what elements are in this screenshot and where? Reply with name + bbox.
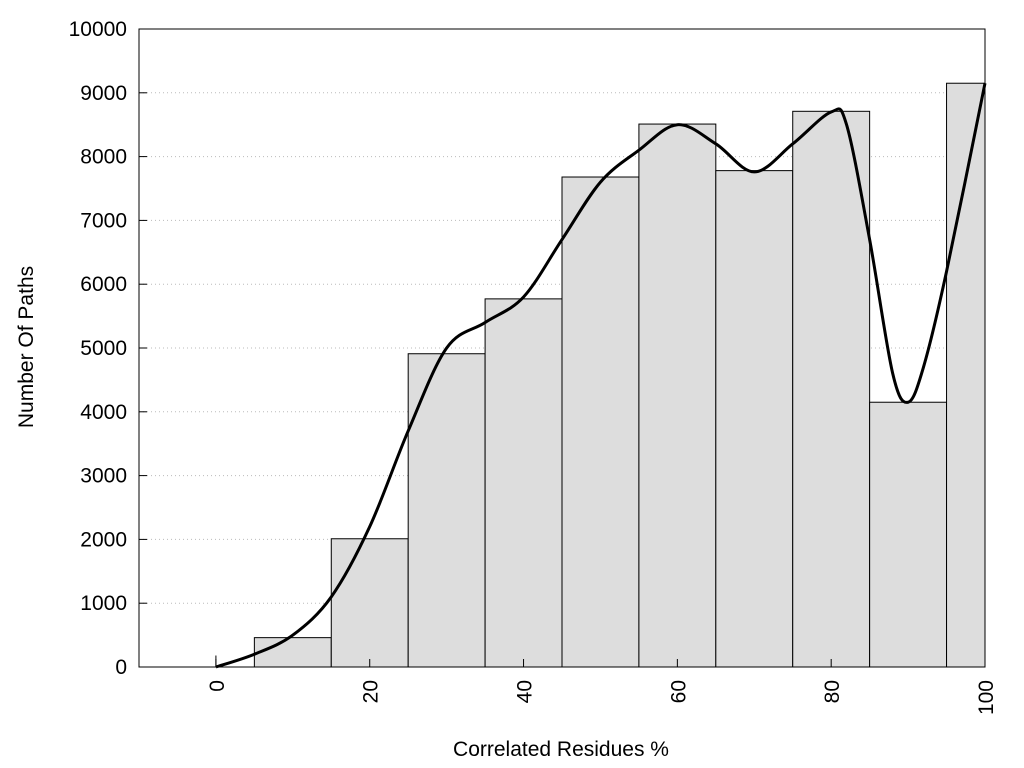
x-tick-label: 0: [206, 680, 229, 692]
x-tick-label: 40: [514, 680, 537, 703]
y-tick-label: 2000: [80, 528, 127, 551]
y-tick-label: 8000: [80, 146, 127, 169]
x-tick-label: 80: [821, 680, 844, 703]
y-tick-label: 3000: [80, 465, 127, 488]
y-tick-label: 5000: [80, 337, 127, 360]
histogram-bar: [715, 170, 794, 668]
histogram-bar: [561, 176, 640, 668]
histogram-bar: [330, 538, 409, 668]
x-tick-label: 100: [975, 680, 998, 715]
y-tick-label: 1000: [80, 592, 127, 615]
histogram-bar: [869, 401, 948, 668]
histogram-bar: [253, 637, 332, 668]
y-axis-ticks: 0 1000 2000 3000 4000 5000 6000 7000 8000 9000 100…: [69, 18, 147, 679]
y-tick-label: 0: [115, 656, 127, 679]
x-axis-label: Correlated Residues %: [453, 738, 669, 761]
x-tick-label: 20: [360, 680, 383, 703]
y-tick-label: 9000: [80, 82, 127, 105]
y-axis-label: Number Of Paths: [15, 266, 38, 428]
x-tick-label: 60: [667, 680, 690, 703]
y-tick-label: 7000: [80, 209, 127, 232]
y-tick-label: 4000: [80, 401, 127, 424]
histogram-bar: [792, 110, 871, 668]
histogram-bar: [484, 298, 563, 668]
histogram-bar: [946, 82, 986, 668]
histogram-bar: [638, 123, 717, 668]
y-tick-label: 10000: [69, 18, 127, 41]
smoothed-trend-line: [215, 82, 987, 669]
x-axis-ticks: 0 20 40 60 80 100: [206, 659, 998, 715]
y-tick-label: 6000: [80, 273, 127, 296]
histogram-bars: [215, 82, 986, 668]
